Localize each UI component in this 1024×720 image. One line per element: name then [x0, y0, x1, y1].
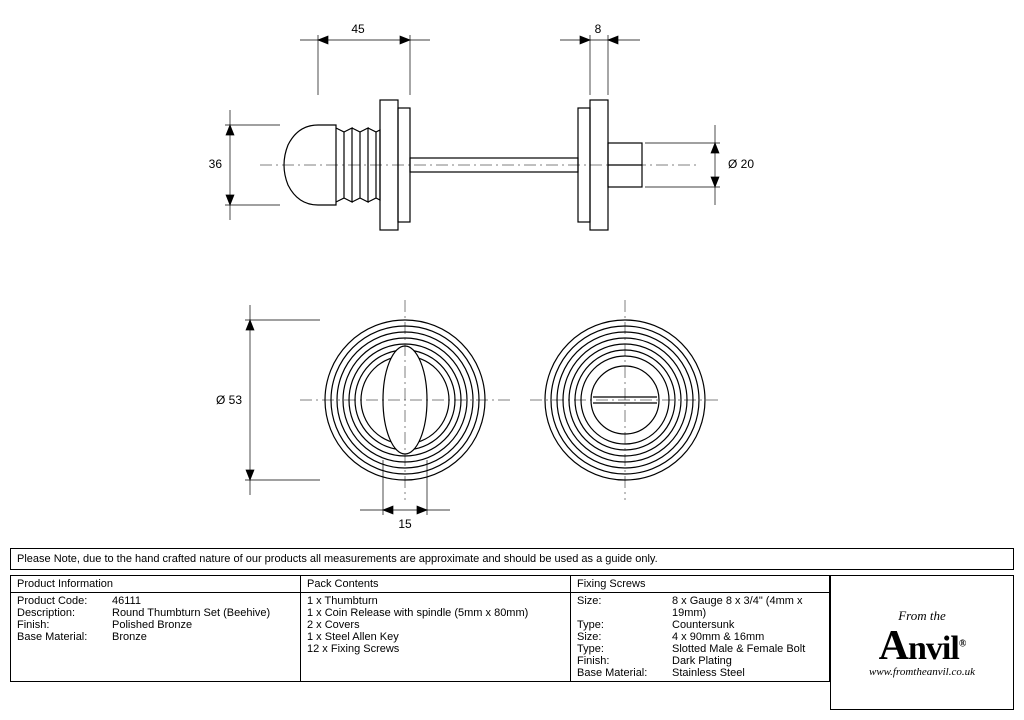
pack-item: 1 x Steel Allen Key — [307, 631, 564, 643]
col-product-header: Product Information — [11, 576, 301, 593]
pack-cell: 1 x Thumbturn 1 x Coin Release with spin… — [301, 593, 571, 682]
fixing-cell: Size:8 x Gauge 8 x 3/4" (4mm x 19mm) Typ… — [571, 593, 830, 682]
fix-val: 4 x 90mm & 16mm — [672, 631, 823, 643]
dim-36-label: 36 — [209, 157, 223, 171]
finish-label: Finish: — [17, 619, 112, 631]
dim-45-label: 45 — [351, 22, 365, 36]
fix-label: Base Material: — [577, 667, 672, 679]
pack-item: 12 x Fixing Screws — [307, 643, 564, 655]
fix-label: Finish: — [577, 655, 672, 667]
fix-val: Countersunk — [672, 619, 823, 631]
base-val: Bronze — [112, 631, 294, 643]
base-label: Base Material: — [17, 631, 112, 643]
finish-val: Polished Bronze — [112, 619, 294, 631]
code-val: 46111 — [112, 595, 294, 607]
desc-val: Round Thumbturn Set (Beehive) — [112, 607, 294, 619]
note-text: Please Note, due to the hand crafted nat… — [10, 548, 1014, 570]
product-cell: Product Code:46111 Description:Round Thu… — [11, 593, 301, 682]
dim-15-label: 15 — [398, 517, 412, 531]
fix-val: 8 x Gauge 8 x 3/4" (4mm x 19mm) — [672, 595, 823, 619]
code-label: Product Code: — [17, 595, 112, 607]
dim-20-label: Ø 20 — [728, 157, 754, 171]
pack-item: 1 x Thumbturn — [307, 595, 564, 607]
desc-label: Description: — [17, 607, 112, 619]
technical-drawing: 45 8 36 Ø 20 — [0, 0, 1024, 545]
fix-label: Type: — [577, 643, 672, 655]
fix-val: Dark Plating — [672, 655, 823, 667]
info-table: Product Information Pack Contents Fixing… — [10, 575, 830, 682]
brand-logo: From the Anvil® www.fromtheanvil.co.uk — [830, 575, 1014, 710]
fix-label: Size: — [577, 595, 672, 619]
fix-val: Stainless Steel — [672, 667, 823, 679]
col-pack-header: Pack Contents — [301, 576, 571, 593]
fix-val: Slotted Male & Female Bolt — [672, 643, 823, 655]
logo-brand-text: Anvil® — [879, 622, 966, 670]
logo-url-text: www.fromtheanvil.co.uk — [869, 666, 975, 678]
dim-8-label: 8 — [595, 22, 602, 36]
col-fixing-header: Fixing Screws — [571, 576, 830, 593]
pack-item: 2 x Covers — [307, 619, 564, 631]
pack-item: 1 x Coin Release with spindle (5mm x 80m… — [307, 607, 564, 619]
dim-53-label: Ø 53 — [216, 393, 242, 407]
fix-label: Size: — [577, 631, 672, 643]
fix-label: Type: — [577, 619, 672, 631]
